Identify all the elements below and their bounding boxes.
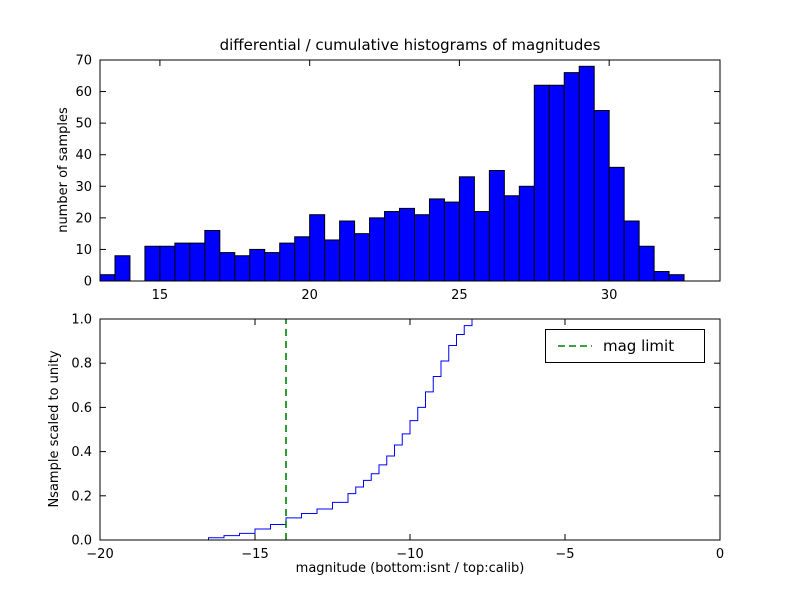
histogram-bar xyxy=(473,211,490,282)
histogram-bar xyxy=(548,84,565,282)
histogram-bar xyxy=(399,207,415,282)
x-tick-label: 20 xyxy=(301,288,318,303)
cumulative-step-line xyxy=(193,318,689,541)
y-tick-label: 0.6 xyxy=(71,401,92,416)
histogram-bar xyxy=(413,214,430,282)
histogram-bar xyxy=(653,271,670,282)
x-tick-label: −15 xyxy=(241,547,268,562)
histogram-bar xyxy=(249,248,266,282)
x-tick-label: 15 xyxy=(152,288,169,303)
histogram-bar xyxy=(114,255,131,282)
y-tick-label: 60 xyxy=(75,85,92,100)
histogram-bar xyxy=(99,274,116,282)
histogram-bar xyxy=(488,170,505,282)
legend: mag limit xyxy=(545,329,705,363)
histogram-bar xyxy=(309,214,326,282)
y-tick-label: 30 xyxy=(75,180,92,195)
x-tick-label: 30 xyxy=(601,288,618,303)
histogram-bar xyxy=(384,211,401,282)
y-tick-label: 20 xyxy=(75,211,92,226)
bottom-y-axis-label: Nsample scaled to unity xyxy=(47,350,62,508)
histogram-bar xyxy=(264,252,281,282)
histogram-bar xyxy=(623,220,640,282)
legend-label: mag limit xyxy=(603,337,675,355)
y-tick-label: 0.4 xyxy=(71,445,92,460)
axes-frame xyxy=(99,59,721,282)
y-tick-label: 0.8 xyxy=(71,357,92,372)
chart-title: differential / cumulative histograms of … xyxy=(219,36,601,54)
x-tick-label: 25 xyxy=(451,288,468,303)
y-tick-label: 70 xyxy=(75,54,92,69)
top-y-axis-label: number of samples xyxy=(56,107,71,233)
histogram-bar xyxy=(578,65,595,282)
histogram-bar xyxy=(533,84,550,282)
y-tick-label: 0.2 xyxy=(71,489,92,504)
histogram-bar xyxy=(144,245,161,282)
y-tick-label: 0.0 xyxy=(71,534,92,549)
histogram-bar xyxy=(174,242,191,282)
x-tick-label: −10 xyxy=(396,547,423,562)
histogram-bar xyxy=(189,242,206,282)
legend-dashed-line-sample xyxy=(558,345,592,347)
histogram-bar xyxy=(458,176,475,282)
histogram-bar xyxy=(443,201,460,282)
histogram-bar xyxy=(279,242,296,282)
histogram-bar xyxy=(159,245,176,282)
histogram-bar xyxy=(563,72,580,282)
histogram-bar xyxy=(294,236,311,282)
histogram-bar xyxy=(369,217,386,282)
y-tick-label: 0 xyxy=(84,275,92,290)
histogram-bar xyxy=(518,185,535,282)
histogram-bar xyxy=(354,233,371,282)
histogram-bar xyxy=(204,229,221,282)
histogram-bar xyxy=(638,245,655,282)
x-tick-label: −20 xyxy=(86,547,113,562)
x-tick-label: 0 xyxy=(716,547,724,562)
histogram-bar xyxy=(608,166,625,282)
histogram-bar xyxy=(503,195,520,282)
y-tick-label: 10 xyxy=(75,243,92,258)
histogram-bar xyxy=(324,239,341,282)
y-tick-label: 50 xyxy=(75,117,92,132)
x-axis-label: magnitude (bottom:isnt / top:calib) xyxy=(295,561,525,576)
histogram-bar xyxy=(339,220,356,282)
histogram-bar xyxy=(668,274,685,282)
y-tick-label: 40 xyxy=(75,148,92,163)
histogram-bar xyxy=(428,198,445,282)
x-tick-label: −5 xyxy=(555,547,574,562)
histogram-bar xyxy=(593,110,610,282)
histogram-bar xyxy=(234,255,251,282)
y-tick-label: 1.0 xyxy=(71,313,92,328)
histogram-bar xyxy=(219,252,236,282)
